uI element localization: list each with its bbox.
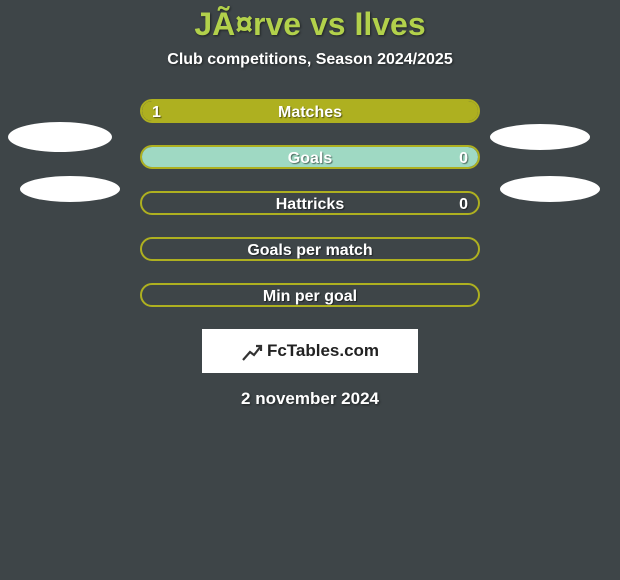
stat-value-right: 0 (459, 147, 468, 169)
stat-row: Goals per match (0, 237, 620, 261)
bar-track: Goals per match (140, 237, 480, 261)
logo-box[interactable]: FcTables.com (202, 329, 418, 373)
logo-text: FcTables.com (267, 341, 379, 361)
chart-arrow-icon (241, 340, 263, 362)
stat-label: Min per goal (142, 285, 478, 307)
stat-label: Goals per match (142, 239, 478, 261)
stat-row: Min per goal (0, 283, 620, 307)
bar-track: 1 Matches (140, 99, 480, 123)
stat-label: Matches (142, 101, 478, 123)
page-title: JÃ¤rve vs Ilves (0, 0, 620, 43)
stat-value-right: 0 (459, 193, 468, 215)
stat-row: 1 Matches (0, 99, 620, 123)
chart-icon (241, 340, 263, 362)
stat-label: Goals (142, 147, 478, 169)
subtitle: Club competitions, Season 2024/2025 (0, 51, 620, 69)
bar-track: Goals 0 (140, 145, 480, 169)
date-text: 2 november 2024 (0, 389, 620, 409)
stat-row: Hattricks 0 (0, 191, 620, 215)
bar-track: Hattricks 0 (140, 191, 480, 215)
bar-track: Min per goal (140, 283, 480, 307)
stat-row: Goals 0 (0, 145, 620, 169)
stat-label: Hattricks (142, 193, 478, 215)
comparison-card: JÃ¤rve vs Ilves Club competitions, Seaso… (0, 0, 620, 580)
